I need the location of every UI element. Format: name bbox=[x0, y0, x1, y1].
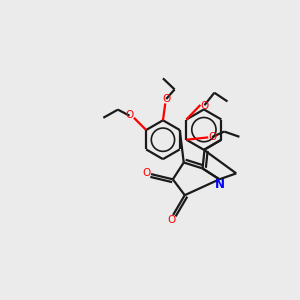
Text: N: N bbox=[214, 178, 224, 191]
Text: O: O bbox=[208, 132, 216, 142]
Text: O: O bbox=[142, 169, 151, 178]
Text: O: O bbox=[168, 214, 176, 225]
Text: O: O bbox=[125, 110, 134, 120]
Text: O: O bbox=[163, 94, 171, 104]
Text: O: O bbox=[200, 101, 208, 111]
